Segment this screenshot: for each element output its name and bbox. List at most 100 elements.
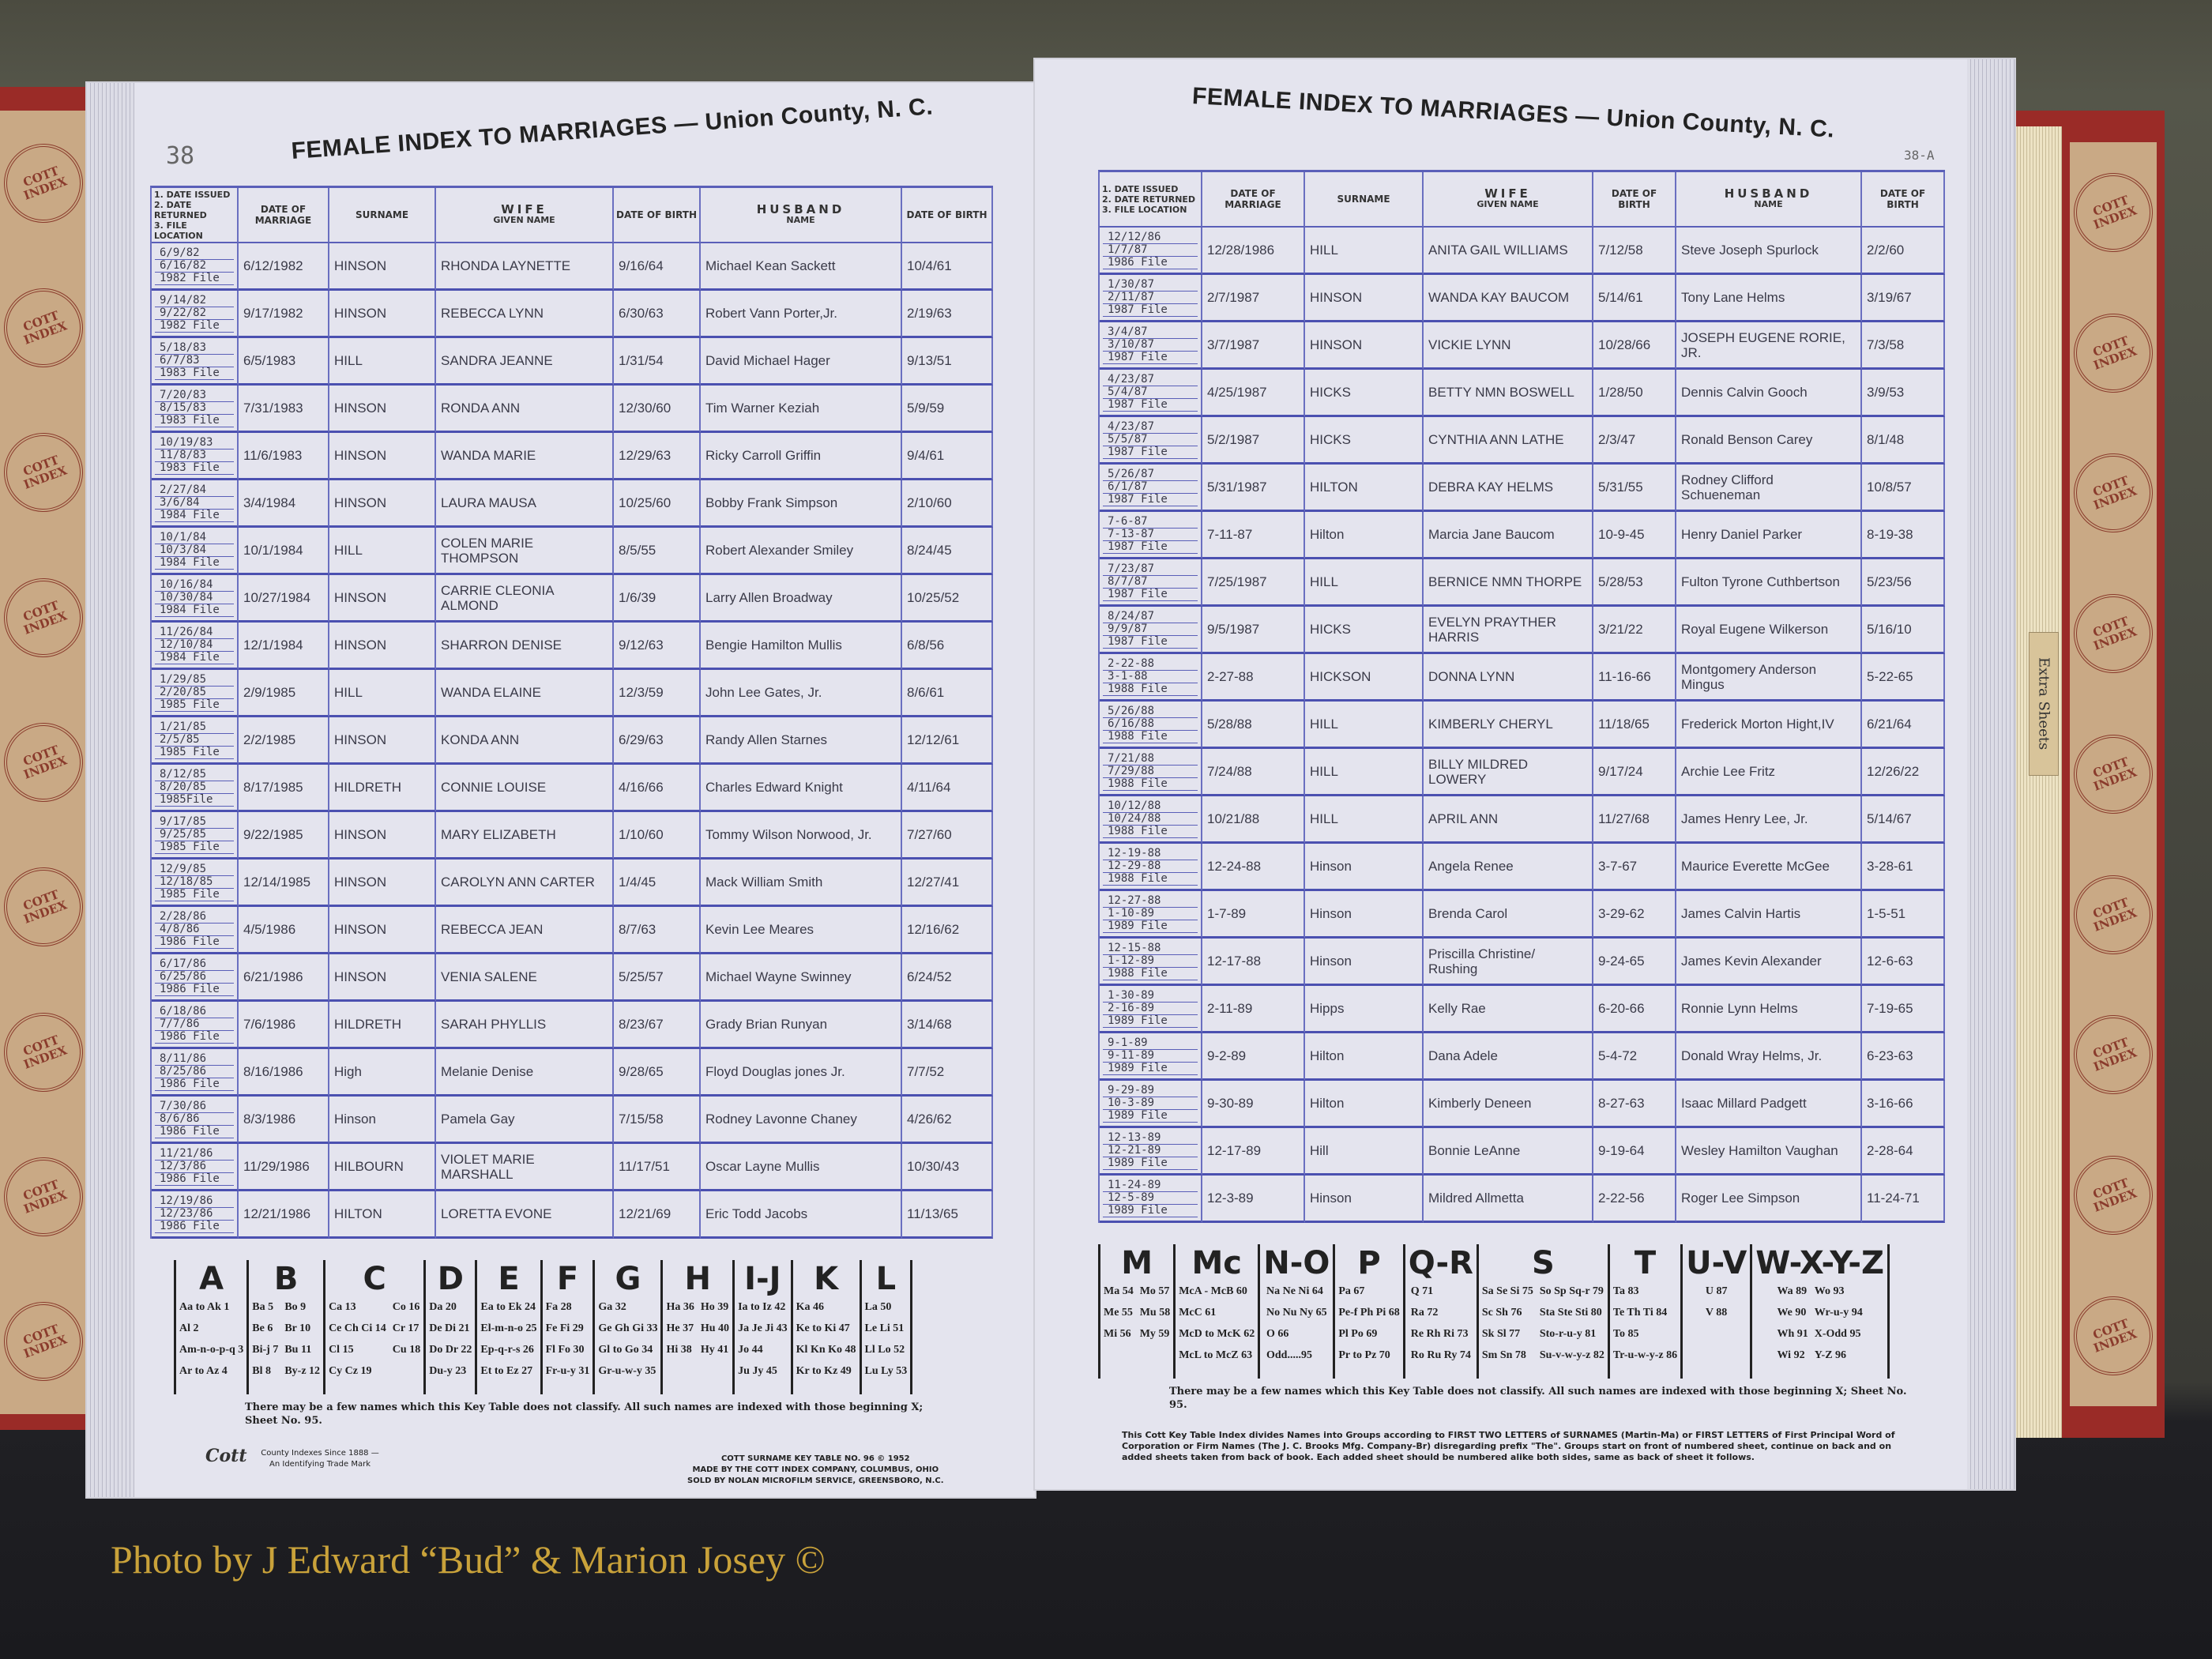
cell-wife-date-of-birth[interactable]: 10/28/66	[1593, 322, 1676, 370]
cell-wife-date-of-birth[interactable]: 11/18/65	[1593, 702, 1676, 749]
cell-date-of-marriage[interactable]: 6/21/1986	[239, 954, 329, 1002]
cell-wife-date-of-birth[interactable]: 8/5/55	[614, 528, 701, 575]
cell-wife-date-of-birth[interactable]: 8-27-63	[1593, 1081, 1676, 1128]
cell-husband-name[interactable]: Tim Warner Keziah	[701, 386, 902, 433]
cell-date-of-marriage[interactable]: 7/25/1987	[1202, 559, 1305, 607]
cell-wife-date-of-birth[interactable]: 5/25/57	[614, 954, 701, 1002]
cell-husband-name[interactable]: Randy Allen Starnes	[701, 717, 902, 765]
cell-wife-given-name[interactable]: DEBRA KAY HELMS	[1424, 465, 1593, 512]
extra-sheets-tab[interactable]: Extra Sheets	[2029, 632, 2059, 776]
cell-wife-given-name[interactable]: VICKIE LYNN	[1424, 322, 1593, 370]
cell-husband-name[interactable]: Charles Edward Knight	[701, 765, 902, 812]
cell-wife-surname[interactable]: High	[329, 1049, 436, 1097]
cell-wife-date-of-birth[interactable]: 5-4-72	[1593, 1033, 1676, 1081]
cell-husband-date-of-birth[interactable]: 7/27/60	[902, 812, 993, 860]
cell-wife-given-name[interactable]: WANDA ELAINE	[436, 670, 614, 717]
cell-husband-name[interactable]: Michael Kean Sackett	[701, 243, 902, 291]
cell-husband-date-of-birth[interactable]: 12/26/22	[1862, 749, 1945, 796]
cell-husband-name[interactable]: Bengie Hamilton Mullis	[701, 623, 902, 670]
cell-date-of-marriage[interactable]: 6/12/1982	[239, 243, 329, 291]
cell-wife-surname[interactable]: HINSON	[329, 386, 436, 433]
cell-husband-name[interactable]: Isaac Millard Padgett	[1676, 1081, 1862, 1128]
cell-wife-given-name[interactable]: CYNTHIA ANN LATHE	[1424, 417, 1593, 465]
cell-husband-date-of-birth[interactable]: 6/24/52	[902, 954, 993, 1002]
cell-wife-surname[interactable]: HINSON	[329, 433, 436, 480]
key-group[interactable]: U-V U 87 V 88	[1683, 1244, 1753, 1379]
cell-date-of-marriage[interactable]: 9-2-89	[1202, 1033, 1305, 1081]
cell-wife-given-name[interactable]: BILLY MILDRED LOWERY	[1424, 749, 1593, 796]
cell-husband-name[interactable]: Rodney Clifford Schueneman	[1676, 465, 1862, 512]
record-file-info[interactable]: 8/11/86 8/25/86 1986 File	[152, 1049, 239, 1097]
cell-date-of-marriage[interactable]: 4/25/1987	[1202, 370, 1305, 417]
cell-date-of-marriage[interactable]: 12-17-88	[1202, 939, 1305, 986]
cell-wife-date-of-birth[interactable]: 12/30/60	[614, 386, 701, 433]
cell-wife-date-of-birth[interactable]: 1/31/54	[614, 338, 701, 386]
cell-wife-surname[interactable]: HINSON	[329, 717, 436, 765]
cell-wife-date-of-birth[interactable]: 1/6/39	[614, 575, 701, 623]
cell-wife-surname[interactable]: HILL	[329, 338, 436, 386]
cell-wife-date-of-birth[interactable]: 1/28/50	[1593, 370, 1676, 417]
cell-husband-name[interactable]: Montgomery Anderson Mingus	[1676, 654, 1862, 702]
cell-wife-date-of-birth[interactable]: 5/31/55	[1593, 465, 1676, 512]
cell-husband-name[interactable]: Kevin Lee Meares	[701, 907, 902, 954]
cell-wife-surname[interactable]: HINSON	[329, 954, 436, 1002]
record-file-info[interactable]: 12/9/85 12/18/85 1985 File	[152, 860, 239, 907]
cell-husband-name[interactable]: David Michael Hager	[701, 338, 902, 386]
cell-date-of-marriage[interactable]: 12-3-89	[1202, 1176, 1305, 1223]
record-file-info[interactable]: 7/23/87 8/7/87 1987 File	[1100, 559, 1202, 607]
cell-date-of-marriage[interactable]: 2-27-88	[1202, 654, 1305, 702]
cell-wife-date-of-birth[interactable]: 2/3/47	[1593, 417, 1676, 465]
cell-wife-surname[interactable]: HILL	[1305, 749, 1424, 796]
cell-date-of-marriage[interactable]: 10/1/1984	[239, 528, 329, 575]
record-file-info[interactable]: 10/16/84 10/30/84 1984 File	[152, 575, 239, 623]
cell-husband-date-of-birth[interactable]: 6/21/64	[1862, 702, 1945, 749]
cell-wife-date-of-birth[interactable]: 8/23/67	[614, 1002, 701, 1049]
cell-husband-date-of-birth[interactable]: 4/11/64	[902, 765, 993, 812]
cell-wife-given-name[interactable]: LORETTA EVONE	[436, 1191, 614, 1239]
record-file-info[interactable]: 5/26/87 6/1/87 1987 File	[1100, 465, 1202, 512]
record-file-info[interactable]: 12-27-88 1-10-89 1989 File	[1100, 891, 1202, 939]
cell-date-of-marriage[interactable]: 10/27/1984	[239, 575, 329, 623]
cell-wife-surname[interactable]: Hinson	[1305, 939, 1424, 986]
cell-husband-date-of-birth[interactable]: 7/3/58	[1862, 322, 1945, 370]
cell-wife-date-of-birth[interactable]: 1/4/45	[614, 860, 701, 907]
cell-date-of-marriage[interactable]: 2/9/1985	[239, 670, 329, 717]
cell-wife-given-name[interactable]: CONNIE LOUISE	[436, 765, 614, 812]
cell-wife-surname[interactable]: HICKSON	[1305, 654, 1424, 702]
cell-date-of-marriage[interactable]: 8/16/1986	[239, 1049, 329, 1097]
cell-wife-surname[interactable]: HINSON	[329, 291, 436, 338]
cell-husband-name[interactable]: Bobby Frank Simpson	[701, 480, 902, 528]
record-file-info[interactable]: 7/20/83 8/15/83 1983 File	[152, 386, 239, 433]
cell-wife-date-of-birth[interactable]: 9/12/63	[614, 623, 701, 670]
cell-husband-name[interactable]: Donald Wray Helms, Jr.	[1676, 1033, 1862, 1081]
cell-wife-date-of-birth[interactable]: 3/21/22	[1593, 607, 1676, 654]
cell-husband-date-of-birth[interactable]: 3-16-66	[1862, 1081, 1945, 1128]
record-file-info[interactable]: 9-1-89 9-11-89 1989 File	[1100, 1033, 1202, 1081]
cell-date-of-marriage[interactable]: 12/28/1986	[1202, 228, 1305, 275]
cell-wife-given-name[interactable]: Kimberly Deneen	[1424, 1081, 1593, 1128]
cell-date-of-marriage[interactable]: 3/7/1987	[1202, 322, 1305, 370]
cell-wife-given-name[interactable]: Bonnie LeAnne	[1424, 1128, 1593, 1176]
cell-date-of-marriage[interactable]: 12-17-89	[1202, 1128, 1305, 1176]
record-file-info[interactable]: 7/21/88 7/29/88 1988 File	[1100, 749, 1202, 796]
cell-husband-name[interactable]: James Henry Lee, Jr.	[1676, 796, 1862, 844]
cell-date-of-marriage[interactable]: 11/29/1986	[239, 1144, 329, 1191]
cell-husband-name[interactable]: Rodney Lavonne Chaney	[701, 1097, 902, 1144]
key-group[interactable]: G Ga 32 Ge Gh Gi 33 Gl to Go 34 Gr-u-w-y 35	[595, 1260, 664, 1394]
cell-husband-date-of-birth[interactable]: 10/30/43	[902, 1144, 993, 1191]
cell-wife-given-name[interactable]: WANDA KAY BAUCOM	[1424, 275, 1593, 322]
cell-wife-given-name[interactable]: VIOLET MARIE MARSHALL	[436, 1144, 614, 1191]
cell-husband-name[interactable]: Oscar Layne Mullis	[701, 1144, 902, 1191]
key-group[interactable]: N-O Na Ne Ni 64 No Nu Ny 65 O 66 Odd.....95	[1260, 1244, 1336, 1379]
cell-wife-given-name[interactable]: LAURA MAUSA	[436, 480, 614, 528]
cell-wife-given-name[interactable]: Melanie Denise	[436, 1049, 614, 1097]
cell-wife-given-name[interactable]: SANDRA JEANNE	[436, 338, 614, 386]
cell-husband-date-of-birth[interactable]: 11-24-71	[1862, 1176, 1945, 1223]
key-group[interactable]: F Fa 28 Fe Fi 29 Fl Fo 30 Fr-u-y 31	[543, 1260, 596, 1394]
record-file-info[interactable]: 11-24-89 12-5-89 1989 File	[1100, 1176, 1202, 1223]
cell-date-of-marriage[interactable]: 2/7/1987	[1202, 275, 1305, 322]
key-group[interactable]: W-X-Y-Z Wa 89 We 90 Wh 91 Wi 92 Wo 93 Wr-u-y 9…	[1752, 1244, 1890, 1379]
cell-wife-date-of-birth[interactable]: 7/12/58	[1593, 228, 1676, 275]
cell-wife-surname[interactable]: HILL	[1305, 702, 1424, 749]
cell-date-of-marriage[interactable]: 2/2/1985	[239, 717, 329, 765]
